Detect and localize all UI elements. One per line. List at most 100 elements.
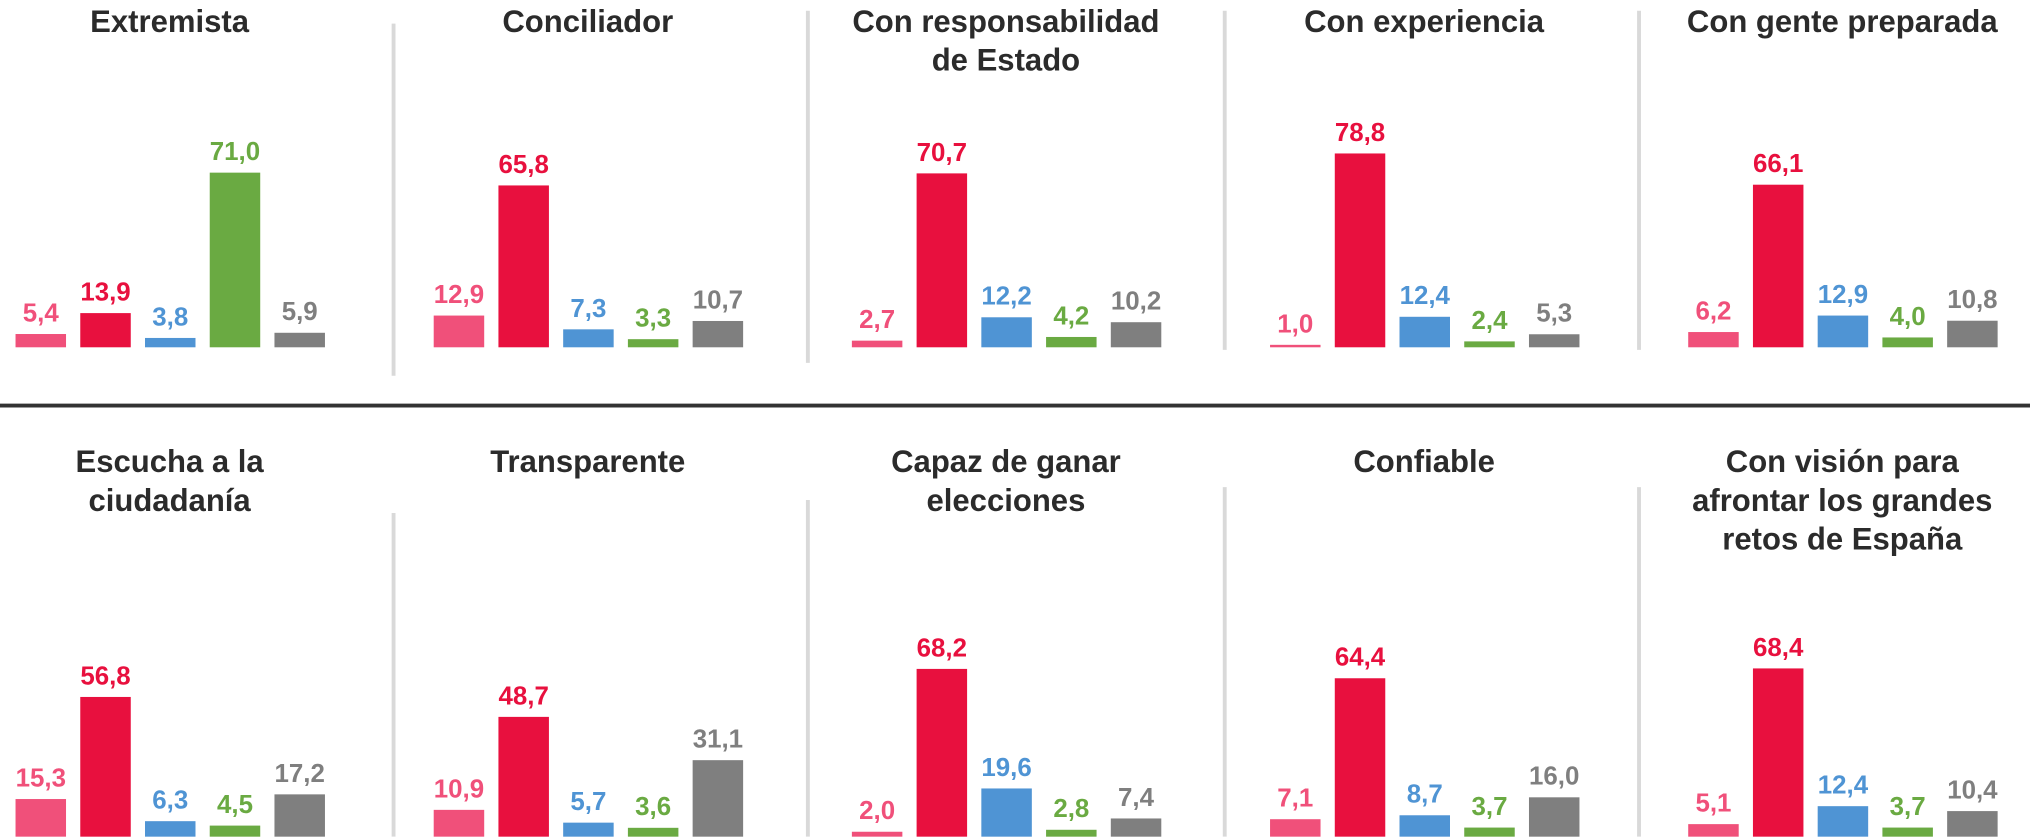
value-label: 4,2 [1053,302,1089,330]
value-label: 12,9 [434,281,484,309]
value-label: 71,0 [210,138,260,166]
bar [1399,815,1450,837]
value-label: 2,7 [859,306,895,334]
value-label: 10,7 [693,286,743,314]
chart-title: Confiable [1353,444,1495,479]
bar [981,788,1032,837]
value-label: 10,9 [434,775,484,803]
bar [1270,344,1321,348]
value-label: 17,2 [275,760,325,788]
chart-title: Extremista [90,4,250,39]
chart-title: Con gente preparada [1687,4,1998,39]
bar [15,799,67,837]
value-label: 2,4 [1471,307,1508,335]
chart-title: Con experiencia [1304,4,1545,39]
value-label: 19,6 [981,754,1031,782]
value-label: 13,9 [80,279,130,307]
value-label: 3,3 [635,305,671,333]
bar [916,668,968,837]
bar [1688,332,1739,348]
chart-title: Transparente [490,444,685,479]
bar [15,334,67,348]
bar [274,794,325,837]
value-label: 1,0 [1277,310,1313,338]
value-label: 48,7 [498,682,548,710]
bar [1752,184,1804,348]
bar [145,821,196,837]
value-label: 66,1 [1753,150,1803,178]
bar [981,317,1032,348]
value-label: 3,7 [1890,793,1926,821]
bar [627,827,679,837]
bar [1110,322,1162,348]
bar [145,337,196,348]
value-label: 12,9 [1818,281,1868,309]
bar [1046,336,1097,348]
bar [1817,806,1869,837]
chart-title: ciudadanía [88,483,251,518]
bar [433,315,485,348]
bar [692,760,744,837]
bar [1399,316,1450,348]
value-label: 2,0 [859,797,895,825]
value-label: 12,2 [981,283,1031,311]
bar [498,716,549,837]
value-label: 68,4 [1753,634,1804,662]
bar [80,696,131,837]
value-label: 12,4 [1818,772,1869,800]
value-label: 16,0 [1529,763,1579,791]
value-label: 5,3 [1536,300,1572,328]
value-label: 10,8 [1947,286,1997,314]
bar [916,173,968,348]
value-label: 56,8 [80,662,130,690]
bar [209,825,261,837]
chart-title: retos de España [1722,522,1963,557]
value-label: 5,7 [570,788,606,816]
column-dividers [391,10,1641,837]
bar [1752,668,1804,837]
value-label: 64,4 [1335,644,1386,672]
value-label: 5,4 [23,299,60,327]
chart-title: Conciliador [502,4,673,39]
bar [1334,153,1386,348]
value-label: 5,1 [1695,790,1731,818]
bar [209,172,261,348]
value-label: 12,4 [1400,282,1451,310]
chart-title: elecciones [927,483,1086,518]
chart-title: Con visión para [1726,444,1960,479]
value-label: 6,2 [1695,297,1731,325]
value-label: 3,8 [152,303,188,331]
value-label: 15,3 [16,764,66,792]
bar [1688,824,1739,837]
chart-title: Con responsabilidad [852,4,1159,39]
value-label: 4,0 [1890,303,1926,331]
value-label: 7,3 [570,295,606,323]
bar [1817,315,1869,348]
value-label: 10,2 [1111,288,1161,316]
bar [692,320,744,348]
bar [498,185,549,348]
bar [80,313,131,348]
bar [1882,337,1933,348]
value-label: 2,8 [1053,795,1089,823]
value-label: 8,7 [1407,781,1443,809]
value-label: 65,8 [498,151,548,179]
bar [563,822,614,837]
bar [1334,678,1386,837]
bar [1464,341,1515,348]
chart-title: Capaz de ganar [891,444,1121,479]
value-label: 10,4 [1947,777,1998,805]
bar [1947,320,1998,348]
value-label: 7,1 [1277,785,1313,813]
bar [851,831,903,837]
value-label: 70,7 [917,139,967,167]
value-label: 6,3 [152,787,188,815]
bar [1528,334,1580,348]
bar [1464,827,1515,837]
value-label: 68,2 [917,634,967,662]
value-label: 4,5 [217,791,253,819]
bar [1882,827,1933,837]
bar [627,339,679,348]
